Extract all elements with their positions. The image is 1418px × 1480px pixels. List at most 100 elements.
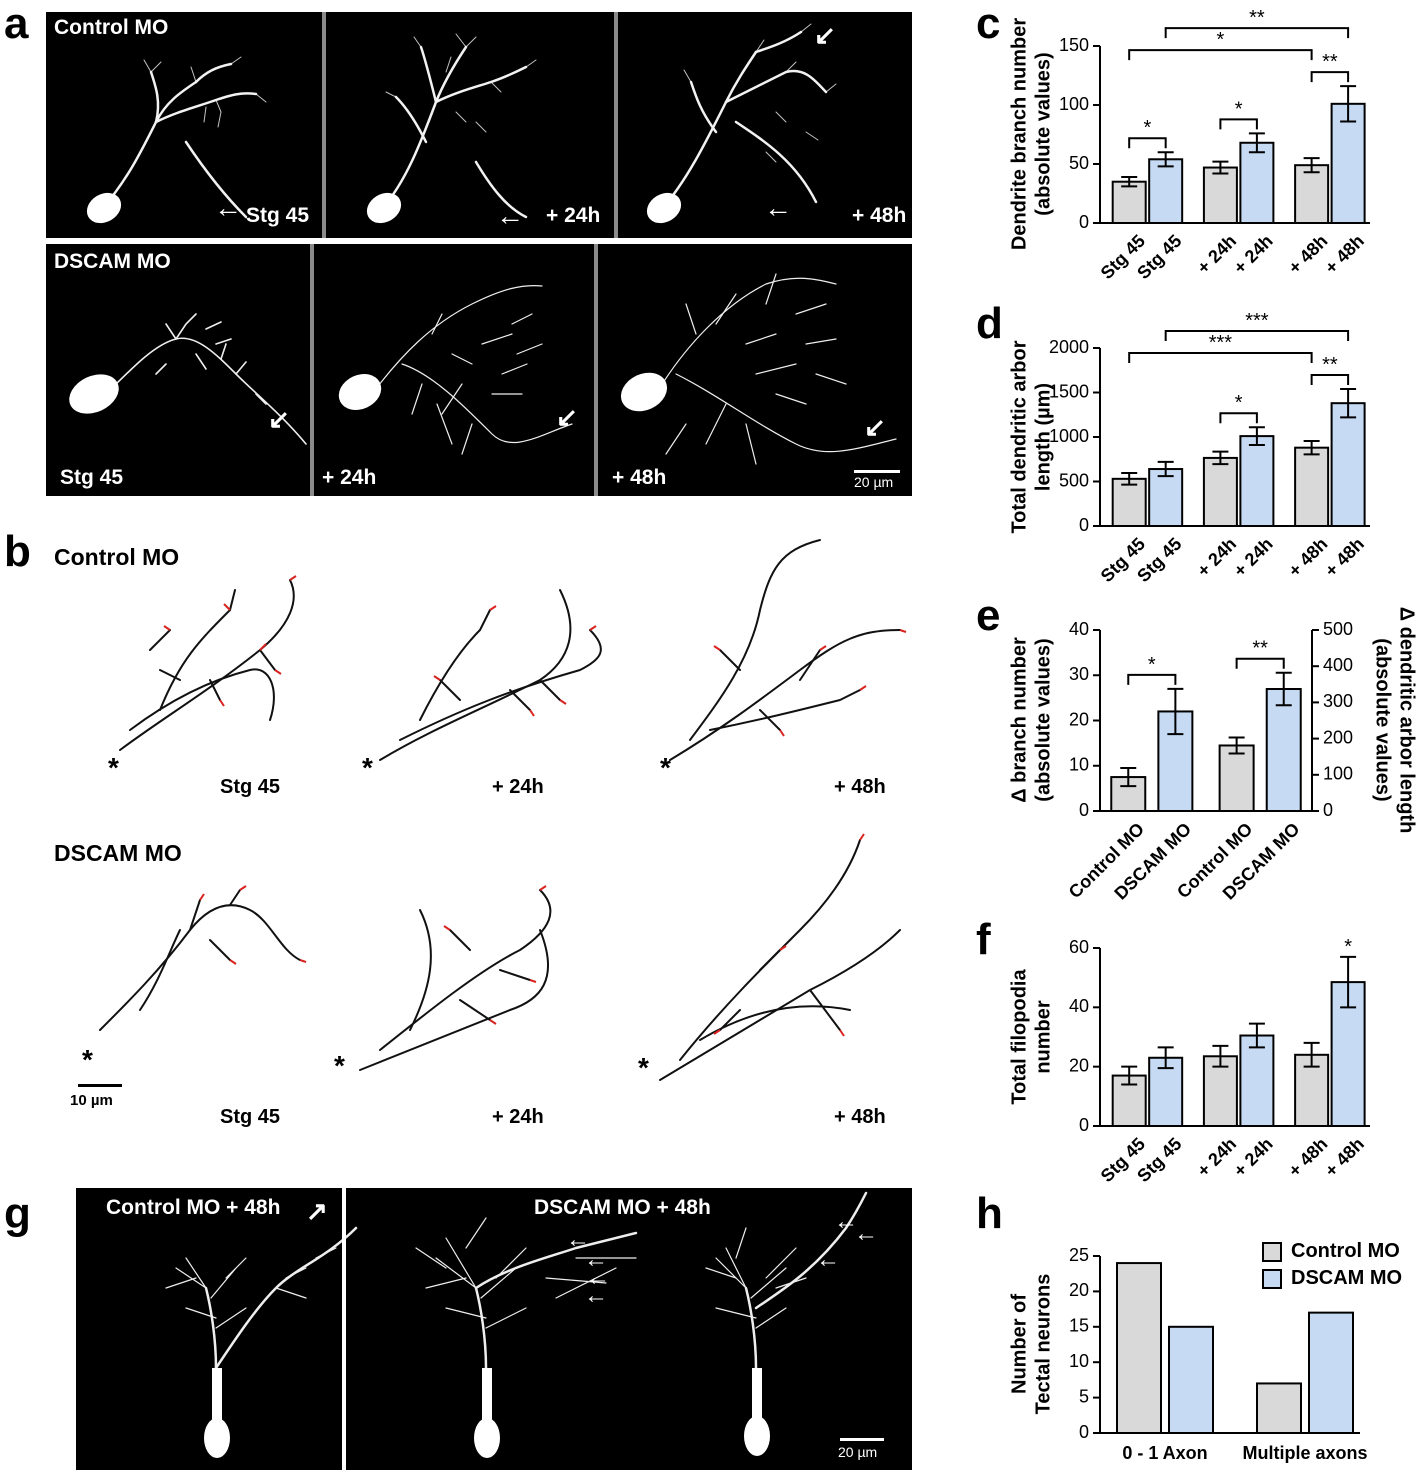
scale-bar <box>840 1438 884 1441</box>
axis-label: (absolute values) <box>1032 52 1054 215</box>
y-tick-label: 20 <box>1069 709 1089 729</box>
arrow-icon: ↙ <box>556 402 578 432</box>
bar <box>1294 164 1330 224</box>
chart-d: 0 500 1000 1500 2000 Stg 45 Stg 45 + 24h + 24h + … <box>1008 310 1410 600</box>
y-tick-label: 20 <box>1069 1055 1089 1075</box>
significance-bracket <box>1310 373 1350 385</box>
bar <box>1218 744 1255 812</box>
y-tick-label: 0 <box>1079 515 1089 535</box>
axis-label: length (µm) <box>1032 383 1054 491</box>
y-tick-label: 1500 <box>1049 381 1089 401</box>
legend-item-dscam: DSCAM MO <box>1262 1265 1402 1292</box>
scale-bar <box>78 1084 122 1087</box>
panel-b-dscam-title: DSCAM MO <box>54 840 182 866</box>
significance-bracket <box>1128 49 1313 61</box>
y-tick-label: 0 <box>1079 1422 1089 1442</box>
y-tick-label: 10 <box>1069 755 1089 775</box>
panel-label-b: b <box>4 527 31 576</box>
significance-label: * <box>1235 392 1243 414</box>
axis-label: (absolute values) <box>1372 638 1394 801</box>
neuron-micrograph-image <box>86 23 837 224</box>
significance-bracket <box>1310 71 1350 83</box>
legend-label-dscam: DSCAM MO <box>1291 1267 1403 1289</box>
axis-label: Total filopodia <box>1008 969 1030 1105</box>
arrow-icon: ↙ <box>814 20 836 50</box>
panel-a-dscam-micrograph: DSCAM MO Stg 45 + 24h + 48h ↙ ↙ ↙ 20 µm <box>46 244 912 496</box>
significance-bracket <box>1164 27 1350 39</box>
bar <box>1148 468 1184 527</box>
scale-bar-label: 10 µm <box>70 1092 113 1109</box>
significance-label: ** <box>1322 354 1338 376</box>
soma-marker-dscam-1: * <box>82 1044 93 1075</box>
legend-label-control: Control MO <box>1291 1240 1400 1262</box>
bar <box>1148 158 1184 224</box>
panel-label-h: h <box>976 1189 1003 1238</box>
y-tick-label: 1000 <box>1049 426 1089 446</box>
panel-b-tracings <box>99 539 907 1081</box>
bar <box>1294 446 1330 527</box>
y-tick-label: 20 <box>1069 1280 1089 1300</box>
y-tick-label: 0 <box>1079 212 1089 232</box>
arrow-icon: ← <box>586 1264 610 1291</box>
y-tick-label: 100 <box>1059 94 1089 114</box>
panel-a-dscam-title: DSCAM MO <box>54 250 171 273</box>
y-tick-label: 500 <box>1059 470 1089 490</box>
panel-g-control-title: Control MO + 48h <box>106 1196 281 1219</box>
panel-label-e: e <box>976 591 1001 640</box>
panel-a-control-time-1: Stg 45 <box>246 204 310 227</box>
arrow-icon: ← <box>214 192 242 223</box>
soma-marker-dscam-3: * <box>638 1052 649 1083</box>
y-tick-label: 400 <box>1323 655 1353 675</box>
neuron-micrograph-image <box>69 273 897 465</box>
arrow-icon: ← <box>584 1282 608 1309</box>
chart-c: 0 50 100 150 Stg 45 Stg 45 + 24h + 24h + 48h + 48… <box>1008 7 1410 300</box>
panel-a-dscam-time-3: + 48h <box>612 466 667 489</box>
bar <box>1265 688 1302 812</box>
y-tick-label: 60 <box>1069 937 1089 957</box>
panel-b-control-time-3: + 48h <box>834 776 886 798</box>
axis-label: (absolute values) <box>1032 638 1054 801</box>
significance-label: * <box>1235 98 1243 120</box>
y-tick-label: 300 <box>1323 691 1353 711</box>
y-tick-label: 40 <box>1069 996 1089 1016</box>
arrow-icon: ← <box>834 1208 858 1235</box>
significance-label: ** <box>1249 7 1265 29</box>
panel-separator <box>342 1188 346 1470</box>
significance-label: ** <box>1322 51 1338 73</box>
x-tick-label: + 48h <box>1284 1134 1331 1181</box>
panel-label-c: c <box>976 0 1001 48</box>
significance-bracket <box>1219 412 1258 424</box>
x-tick-label: + 48h <box>1321 231 1368 278</box>
significance-bracket <box>1164 329 1350 341</box>
panel-a-control-micrograph: Control MO Stg 45 + 24h + 48h ← ← ← ↙ <box>46 12 912 238</box>
x-tick-label: + 24h <box>1193 1134 1240 1181</box>
bar <box>1111 180 1147 224</box>
x-tick-label: + 24h <box>1230 231 1277 278</box>
arrow-icon: ← <box>584 1246 608 1273</box>
significance-bracket <box>1127 673 1177 685</box>
significance-bracket <box>1219 118 1258 130</box>
bar <box>1202 1055 1238 1127</box>
y-tick-label: 2000 <box>1049 337 1089 357</box>
significance-label: ** <box>1252 638 1268 660</box>
significance-bracket <box>1128 351 1313 363</box>
y-tick-label: 50 <box>1069 153 1089 173</box>
significance-label: * <box>1344 936 1352 958</box>
panel-b-dscam-time-3: + 48h <box>834 1106 886 1128</box>
axis-label: Δ dendritic arbor length <box>1396 607 1418 834</box>
significance-label: * <box>1144 117 1152 139</box>
legend-item-control: Control MO <box>1262 1238 1402 1265</box>
panel-b-control-time-1: Stg 45 <box>220 776 281 798</box>
axis-label: number <box>1032 1000 1054 1074</box>
x-tick-label: + 48h <box>1321 1134 1368 1181</box>
chart-h: 0 5 10 15 20 25 0 - 1 Axon Multiple axons Number… <box>1008 1230 1410 1475</box>
y-tick-label: 100 <box>1323 764 1353 784</box>
soma-marker-dscam-2: * <box>334 1050 345 1081</box>
y-tick-label: 10 <box>1069 1351 1089 1371</box>
panel-a-control-title: Control MO <box>54 16 169 39</box>
axis-label: Tectal neurons <box>1032 1274 1054 1415</box>
x-tick-label: + 48h <box>1284 534 1331 581</box>
